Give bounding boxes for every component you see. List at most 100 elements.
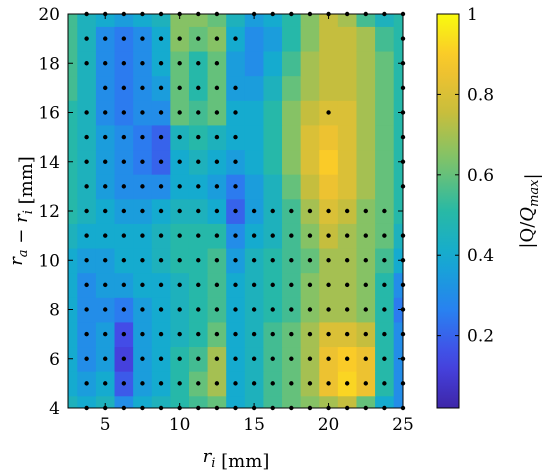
colorbar: 0.2 0.4 0.6 0.8 1 [436, 5, 494, 409]
sample-point [121, 233, 127, 238]
sample-point [233, 36, 238, 41]
sample-point [140, 134, 145, 140]
heatmap-cell [319, 75, 339, 101]
heatmap-cell [95, 14, 116, 27]
sample-point [84, 331, 89, 337]
heatmap-cell [375, 75, 395, 101]
heatmap-cell [68, 14, 78, 27]
sample-point [344, 258, 350, 263]
heatmap-cell [68, 75, 78, 101]
heatmap-cell [393, 371, 403, 397]
heatmap-cell [68, 321, 78, 348]
sample-point [326, 356, 331, 361]
sample-point [233, 356, 238, 361]
heatmap-cell [393, 124, 403, 151]
sample-point [214, 36, 220, 41]
sample-point [382, 282, 387, 288]
sample-point [196, 282, 201, 288]
sample-point [233, 110, 238, 115]
sample-point [270, 258, 275, 263]
heatmap-cell [300, 75, 320, 101]
sample-point [103, 184, 108, 189]
sample-point [214, 85, 220, 91]
sample-point [214, 208, 220, 214]
sample-point [289, 307, 294, 312]
heatmap-cell [77, 14, 97, 27]
heatmap-cell [95, 395, 116, 408]
sample-point [140, 36, 145, 41]
sample-point [363, 331, 368, 337]
sample-point [214, 184, 220, 189]
sample-point [177, 36, 182, 41]
sample-point [326, 307, 331, 312]
sample-point [84, 134, 89, 140]
sample-point [326, 381, 331, 386]
sample-point [158, 331, 164, 337]
sample-point [177, 381, 182, 386]
sample-point [140, 159, 145, 164]
sample-point [158, 356, 164, 361]
heatmap-cell [393, 26, 403, 52]
sample-point [289, 233, 294, 238]
heatmap-cell [244, 124, 265, 151]
sample-point [196, 110, 201, 115]
sample-point [344, 356, 350, 361]
heatmap-cell [68, 395, 78, 408]
sample-point [382, 208, 387, 214]
sample-point [177, 331, 182, 337]
sample-point [214, 356, 220, 361]
sample-point [214, 61, 220, 66]
heatmap-cell [77, 75, 97, 101]
colorbar-tick-label: 0.4 [467, 246, 494, 266]
colorbar-label: |Q/Qmax| [517, 173, 543, 248]
sample-point [270, 356, 275, 361]
heatmap-cell [263, 26, 283, 52]
sample-point [289, 258, 294, 263]
sample-point [158, 258, 164, 263]
sample-point [177, 85, 182, 91]
sample-point [121, 208, 127, 214]
heatmap-cell [337, 149, 358, 175]
sample-point [214, 258, 220, 263]
sample-point [251, 356, 257, 361]
sample-point [103, 381, 108, 386]
sample-point [158, 184, 164, 189]
heatmap-cell [393, 272, 403, 298]
colorbar-tick-label: 1 [467, 5, 478, 25]
sample-point [233, 159, 238, 164]
y-tick-label: 18 [38, 54, 60, 74]
sample-point [270, 331, 275, 337]
sample-point [251, 208, 257, 214]
sample-point [233, 307, 238, 312]
sample-point [214, 282, 220, 288]
heatmap-cell [263, 75, 283, 101]
sample-point [289, 381, 294, 386]
sample-point [140, 208, 145, 214]
sample-point [307, 381, 313, 386]
sample-point [84, 208, 89, 214]
sample-point [344, 282, 350, 288]
sample-point [214, 233, 220, 238]
heatmap-cell [375, 174, 395, 200]
heatmap-cell [375, 50, 395, 77]
heatmap-cell [300, 174, 320, 200]
sample-point [214, 331, 220, 337]
heatmap-cell [282, 174, 302, 200]
sample-point [307, 282, 313, 288]
heatmap-cell [300, 14, 320, 27]
sample-point [140, 282, 145, 288]
sample-point [233, 184, 238, 189]
sample-point [307, 307, 313, 312]
heatmap-cell [319, 50, 339, 77]
sample-point [196, 307, 201, 312]
heatmap-cell [188, 395, 209, 408]
heatmap-cell [263, 14, 283, 27]
sample-point [214, 134, 220, 140]
heatmap-cell [77, 395, 97, 408]
sample-point [344, 233, 350, 238]
heatmap-cell [375, 149, 395, 175]
sample-point [363, 208, 368, 214]
heatmap-cell [393, 321, 403, 348]
